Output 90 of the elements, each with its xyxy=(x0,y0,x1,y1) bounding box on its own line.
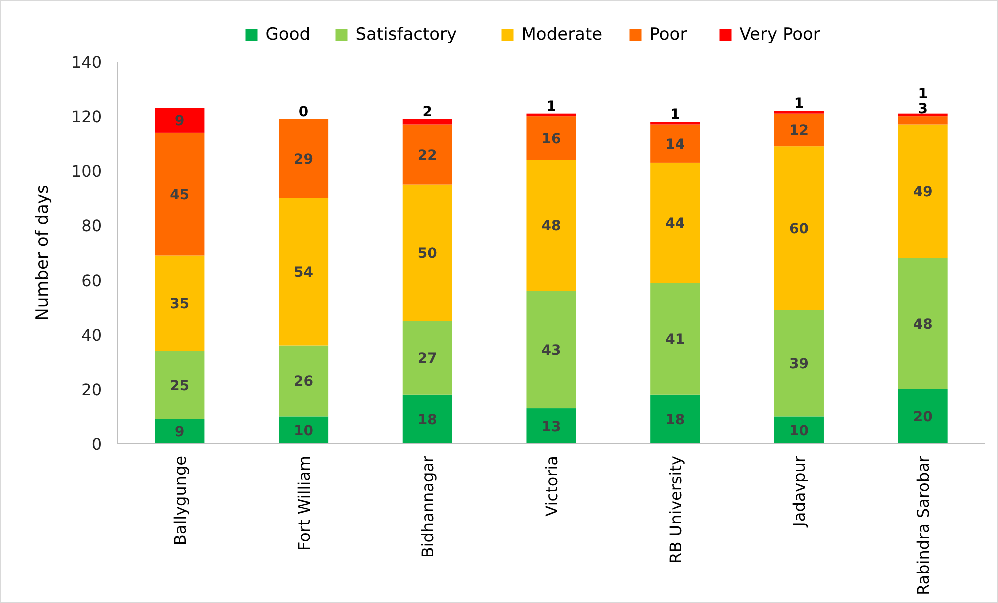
bar xyxy=(279,198,329,346)
x-tick-label: Ballygunge xyxy=(170,456,190,546)
x-tick-label: Victoria xyxy=(542,456,562,517)
data-label: 60 xyxy=(789,221,810,238)
y-tick-label: 80 xyxy=(82,216,102,236)
bar xyxy=(774,146,824,310)
bar xyxy=(155,351,205,420)
data-label: 27 xyxy=(418,351,438,368)
data-label: 9 xyxy=(175,424,185,441)
legend-label: Poor xyxy=(650,25,688,45)
bar xyxy=(402,119,452,125)
data-label: 16 xyxy=(542,131,562,148)
data-label: 39 xyxy=(789,356,809,373)
data-label: 48 xyxy=(542,218,562,235)
bar xyxy=(898,116,948,125)
bar xyxy=(279,346,329,417)
data-label: 3 xyxy=(918,102,928,118)
bar xyxy=(155,108,205,133)
bar xyxy=(774,310,824,417)
legend-label: Satisfactory xyxy=(356,25,458,45)
data-label: 10 xyxy=(789,423,810,440)
data-label: 9 xyxy=(175,114,185,130)
data-label: 54 xyxy=(294,265,314,282)
bar xyxy=(650,394,700,444)
y-tick-label: 0 xyxy=(92,435,102,454)
bar xyxy=(402,394,452,444)
data-label: 13 xyxy=(542,419,562,436)
bar xyxy=(774,416,824,444)
y-axis-title: Number of days xyxy=(33,185,53,321)
data-label: 48 xyxy=(913,316,933,333)
data-label: 41 xyxy=(666,332,686,348)
bar xyxy=(526,116,576,160)
data-label: 14 xyxy=(666,136,686,153)
bar xyxy=(402,124,452,185)
bar xyxy=(526,160,576,292)
data-label: 22 xyxy=(418,148,438,164)
data-label: 18 xyxy=(666,412,686,428)
bar xyxy=(402,184,452,322)
bar xyxy=(279,119,329,198)
data-label: 26 xyxy=(294,374,314,390)
legend-label: Moderate xyxy=(522,25,603,45)
bar xyxy=(155,256,205,352)
bar xyxy=(898,124,948,258)
y-tick-label: 120 xyxy=(71,108,102,127)
x-tick-label: Jadavpur xyxy=(790,456,810,528)
bar xyxy=(650,162,700,284)
bar xyxy=(650,124,700,163)
data-label: 43 xyxy=(542,342,562,359)
y-tick-label: 20 xyxy=(82,380,102,400)
data-label: 20 xyxy=(913,410,934,426)
legend-label: Good xyxy=(266,25,311,45)
data-label: 35 xyxy=(170,296,190,312)
bar xyxy=(898,258,948,390)
y-tick-label: 60 xyxy=(82,271,102,290)
y-tick-label: 40 xyxy=(82,326,102,345)
x-tick-label: Fort William xyxy=(294,456,314,551)
data-label: 1 xyxy=(546,98,556,115)
bar xyxy=(155,132,205,256)
data-label: 1 xyxy=(794,96,804,112)
bar xyxy=(898,389,948,444)
data-label: 10 xyxy=(294,423,314,440)
x-tick-label: RB University xyxy=(666,456,686,564)
bar xyxy=(526,114,576,117)
y-tick-label: 100 xyxy=(71,162,102,182)
data-label: 1 xyxy=(670,107,680,124)
bar xyxy=(650,283,700,395)
bar xyxy=(155,419,205,444)
bar xyxy=(279,416,329,444)
x-tick-label: Bidhannagar xyxy=(418,456,438,558)
bar xyxy=(650,122,700,125)
bar xyxy=(526,291,576,409)
data-label: 12 xyxy=(789,123,809,140)
bar xyxy=(898,114,948,117)
data-label: 29 xyxy=(294,152,314,168)
data-label: 45 xyxy=(170,187,190,204)
data-label: 0 xyxy=(298,104,309,120)
y-tick-label: 140 xyxy=(71,53,102,72)
bar xyxy=(402,321,452,395)
x-tick-label: Rabindra Sarobar xyxy=(914,456,934,596)
data-label: 2 xyxy=(422,104,433,120)
data-label: 18 xyxy=(418,412,438,428)
bar xyxy=(774,114,824,147)
data-label: 25 xyxy=(170,378,190,394)
data-label: 50 xyxy=(418,246,438,262)
data-label: 44 xyxy=(666,216,686,232)
data-label: 49 xyxy=(913,184,933,201)
data-label: 1 xyxy=(918,86,928,103)
legend-label: Very Poor xyxy=(740,25,820,45)
bar xyxy=(774,111,824,114)
bar xyxy=(526,408,576,444)
